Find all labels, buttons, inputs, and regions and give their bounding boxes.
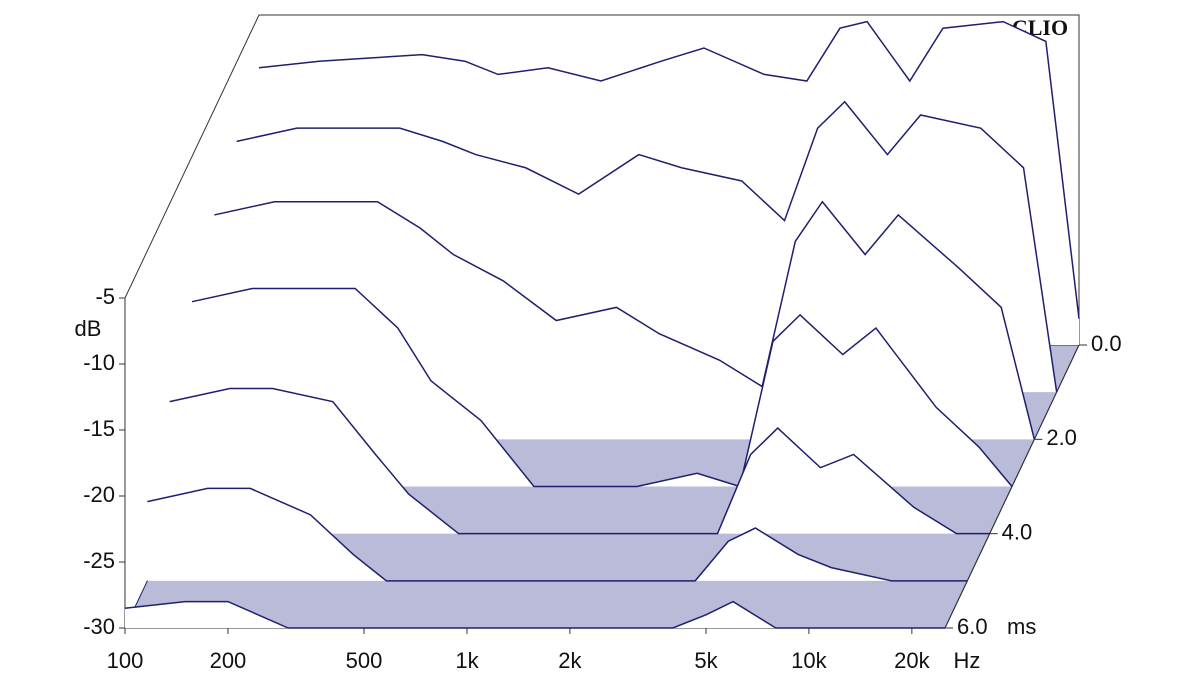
z-tick-label: 6.0 [957, 614, 988, 639]
y-tick-label: -15 [83, 416, 115, 441]
x-tick-label: 100 [107, 648, 144, 673]
z-tick-label: 4.0 [1002, 519, 1033, 544]
y-tick-label: -20 [83, 482, 115, 507]
y-tick-label: -30 [83, 614, 115, 639]
slice [124, 600, 945, 629]
x-axis-label: Hz [954, 648, 981, 673]
z-tick-label: 0.0 [1091, 331, 1122, 356]
x-tick-label: 200 [210, 648, 247, 673]
x-tick-label: 20k [894, 648, 930, 673]
x-tick-label: 500 [346, 648, 383, 673]
y-tick-label: -10 [83, 350, 115, 375]
slice [258, 20, 1080, 319]
x-tick-label: 5k [694, 648, 718, 673]
z-tick-label: 2.0 [1046, 425, 1077, 450]
y-tick-label: -25 [83, 548, 115, 573]
slice-fill [147, 488, 968, 581]
frame [124, 14, 1080, 628]
x-tick-label: 2k [558, 648, 582, 673]
slice [191, 287, 1013, 488]
slice-fill [169, 388, 990, 534]
slice-fill [192, 288, 1012, 487]
slice [214, 200, 1036, 440]
y-tick-label: -5 [95, 284, 115, 309]
slice [147, 487, 968, 582]
z-axis-label: ms [1007, 614, 1036, 639]
slice [236, 100, 1058, 393]
slice [169, 387, 990, 535]
y-axis-label: dB [75, 316, 102, 341]
x-tick-label: 10k [791, 648, 827, 673]
slice-fill [125, 601, 945, 628]
x-tick-label: 1k [455, 648, 479, 673]
